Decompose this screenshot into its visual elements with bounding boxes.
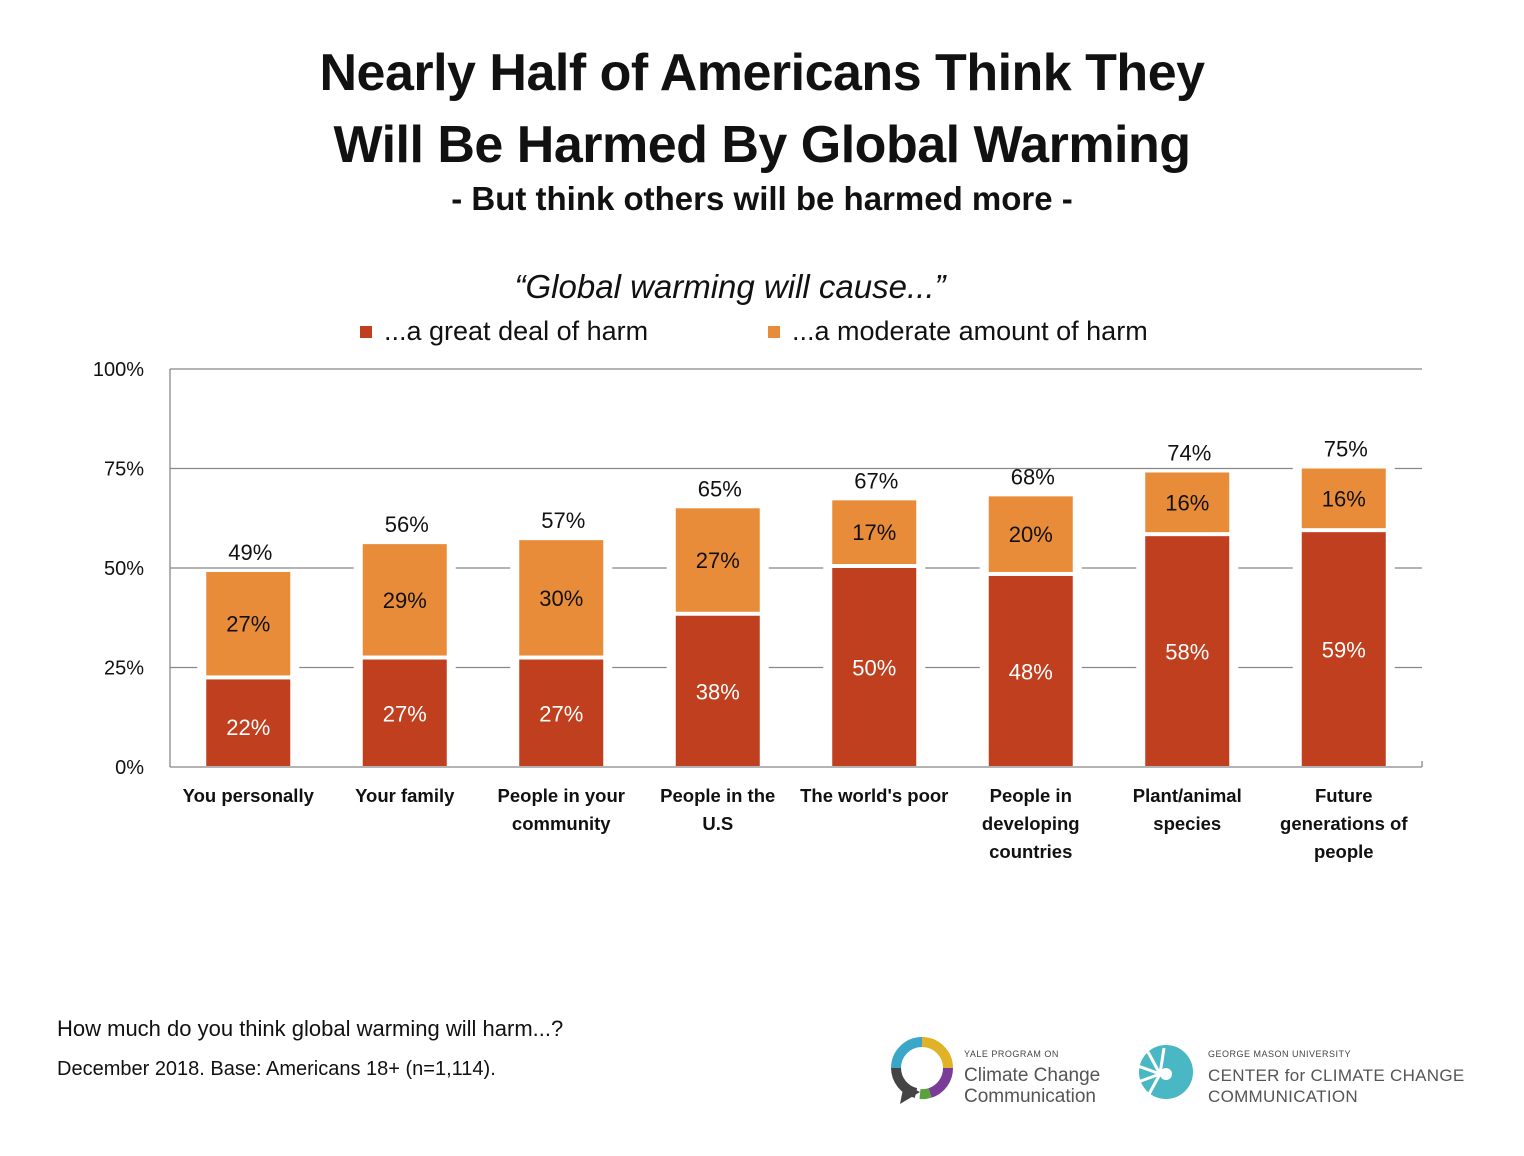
total-label-1: 56% [385, 512, 429, 537]
total-label-7: 75% [1324, 437, 1368, 462]
data-label-moderate-6: 16% [1165, 490, 1209, 515]
x-category-label-1-0: Your family [355, 785, 455, 806]
data-label-great-deal-0: 22% [226, 715, 270, 740]
data-label-great-deal-2: 27% [539, 701, 583, 726]
x-category-label-6-0: Plant/animal [1133, 785, 1242, 806]
y-tick-label-75: 75% [104, 459, 144, 481]
x-category-label-0-0: You personally [183, 785, 315, 806]
data-label-moderate-1: 29% [383, 588, 427, 613]
x-category-label-7-2: people [1314, 841, 1374, 862]
y-tick-label-50: 50% [104, 558, 144, 580]
legend-label-great-deal: ...a great deal of harm [384, 316, 649, 346]
bar-moderate-1 [362, 544, 447, 656]
data-label-moderate-0: 27% [226, 612, 270, 637]
chart-question: “Global warming will cause...” [514, 268, 946, 305]
bar-great-deal-5 [988, 575, 1073, 766]
footnote-base: December 2018. Base: Americans 18+ (n=1,… [57, 1058, 496, 1080]
bar-great-deal-4 [832, 568, 917, 766]
total-label-5: 68% [1011, 464, 1055, 489]
yale-logo-icon [891, 1037, 954, 1104]
x-category-label-4-0: The world's poor [800, 785, 948, 806]
yale-logo-line1: Climate Change [964, 1065, 1101, 1086]
data-label-great-deal-6: 58% [1165, 640, 1209, 665]
x-category-label-3-1: U.S [702, 813, 733, 834]
legend-label-moderate: ...a moderate amount of harm [792, 316, 1148, 346]
x-category-label-5-0: People in [990, 785, 1072, 806]
yale-logo-line2: Communication [964, 1086, 1096, 1107]
data-label-moderate-2: 30% [539, 586, 583, 611]
gmu-logo-text: GEORGE MASON UNIVERSITY CENTER for CLIMA… [1208, 1044, 1465, 1107]
x-category-label-6-1: species [1153, 813, 1221, 834]
x-category-label-2-1: community [512, 813, 611, 834]
total-label-0: 49% [228, 540, 272, 565]
x-category-label-7-1: generations of [1280, 813, 1408, 834]
bar-moderate-2 [519, 540, 604, 656]
data-label-great-deal-4: 50% [852, 656, 896, 681]
bar-moderate-5 [988, 496, 1073, 572]
gmu-logo-line1: CENTER for CLIMATE CHANGE [1208, 1066, 1465, 1085]
total-label-3: 65% [698, 476, 742, 501]
x-category-label-3-0: People in the [660, 785, 775, 806]
x-category-label-2-0: People in your [498, 785, 625, 806]
bar-great-deal-2 [519, 659, 604, 766]
bar-moderate-7 [1301, 468, 1386, 529]
bar-great-deal-7 [1301, 532, 1386, 766]
chart-title-line2: Will Be Harmed By Global Warming [333, 116, 1191, 174]
chart-title-line1: Nearly Half of Americans Think They [319, 44, 1205, 102]
x-category-label-7-0: Future [1315, 785, 1373, 806]
footnote-question: How much do you think global warming wil… [57, 1016, 564, 1041]
stacked-bar-chart: 0% 25% 50% 75% 100% 22% 27% 49% You personally 27… [93, 359, 1423, 862]
bar-moderate-4 [832, 500, 917, 564]
bar-moderate-6 [1145, 472, 1230, 533]
legend-item-moderate: ...a moderate amount of harm [768, 316, 1148, 347]
data-label-great-deal-7: 59% [1322, 638, 1366, 663]
legend-swatch-great-deal [360, 325, 372, 338]
data-label-great-deal-1: 27% [383, 701, 427, 726]
data-label-moderate-3: 27% [696, 548, 740, 573]
legend-item-great-deal: ...a great deal of harm [360, 316, 648, 347]
bar-great-deal-1 [362, 659, 447, 766]
data-label-great-deal-3: 38% [696, 679, 740, 704]
gmu-logo-small: GEORGE MASON UNIVERSITY [1208, 1049, 1352, 1059]
yale-logo-small: YALE PROGRAM ON [964, 1049, 1059, 1059]
y-tick-label-0: 0% [115, 757, 144, 779]
x-category-label-5-1: developing [982, 813, 1080, 834]
bar-great-deal-3 [675, 615, 760, 766]
y-tick-label-25: 25% [104, 658, 144, 680]
gmu-logo-line2: COMMUNICATION [1208, 1087, 1358, 1106]
total-label-4: 67% [854, 468, 898, 493]
bar-great-deal-6 [1145, 536, 1230, 766]
x-category-label-5-2: countries [989, 841, 1072, 862]
bar-moderate-3 [675, 508, 760, 612]
legend-swatch-moderate [768, 325, 780, 338]
chart-subtitle: - But think others will be harmed more - [451, 180, 1073, 217]
data-label-moderate-4: 17% [852, 520, 896, 545]
data-label-moderate-5: 20% [1009, 522, 1053, 547]
yale-logo-text: YALE PROGRAM ON Climate Change Communica… [964, 1044, 1100, 1107]
data-label-great-deal-5: 48% [1009, 659, 1053, 684]
y-tick-label-100: 100% [93, 359, 144, 381]
data-label-moderate-7: 16% [1322, 486, 1366, 511]
gmu-logo-icon [1137, 1045, 1193, 1099]
bar-moderate-0 [206, 571, 291, 676]
total-label-6: 74% [1167, 440, 1211, 465]
total-label-2: 57% [541, 508, 585, 533]
bar-great-deal-0 [206, 679, 291, 766]
